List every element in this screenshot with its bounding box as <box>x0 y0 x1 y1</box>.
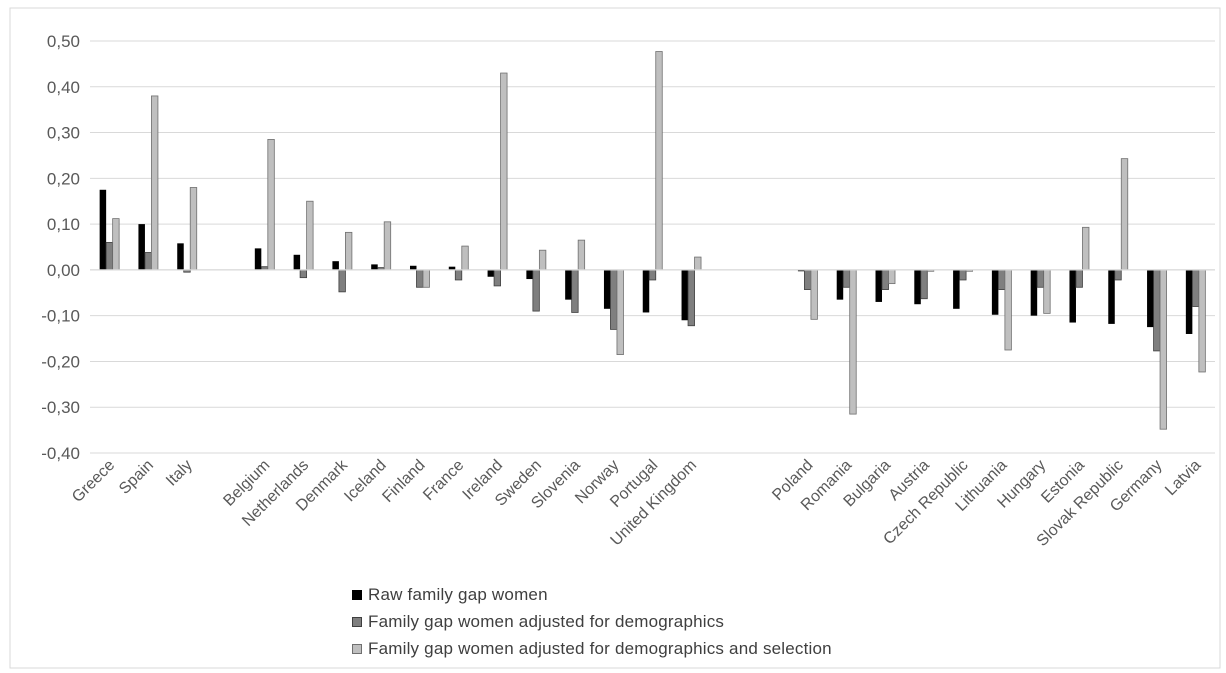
y-tick-label: -0,10 <box>41 307 80 326</box>
bar-demographics-spain <box>144 252 152 271</box>
bar-selection-denmark <box>345 231 353 271</box>
legend-label-raw: Raw family gap women <box>368 584 548 604</box>
bar-raw-slovak-republic <box>1108 269 1115 324</box>
y-axis-tick-labels: -0,40 -0,30 -0,20 -0,10 0,00 0,10 0,20 0,30 0,40… <box>41 32 80 463</box>
legend-label-demographics: Family gap women adjusted for demographi… <box>368 611 725 631</box>
bar-demographics-romania <box>842 269 851 288</box>
bar-demographics-poland <box>804 269 812 290</box>
bar-selection-latvia <box>1198 269 1206 373</box>
bar-demographics-lithuania <box>997 269 1006 290</box>
bar-selection-sweden <box>538 249 547 271</box>
bar-raw-austria <box>914 269 921 305</box>
bar-selection-estonia <box>1082 226 1090 271</box>
bar-raw-iceland <box>371 264 378 270</box>
bar-demographics-ireland <box>493 269 501 287</box>
bar-demographics-norway <box>610 269 618 330</box>
bar-selection-belgium <box>267 139 275 271</box>
bar-demographics-slovenia <box>571 269 579 313</box>
bar-demographics-austria <box>920 269 928 300</box>
bar-raw-finland <box>409 265 417 270</box>
legend-label-selection: Family gap women adjusted for demographi… <box>368 638 832 658</box>
bar-raw-czech-republic <box>953 269 960 309</box>
bar-selection-portugal <box>655 51 663 271</box>
bar-raw-hungary <box>1030 269 1038 316</box>
legend-item-demographics: Family gap women adjusted for demographi… <box>352 608 832 635</box>
bar-raw-belgium <box>254 248 262 270</box>
bar-raw-slovenia <box>565 269 572 300</box>
bar-selection-netherlands <box>306 200 314 271</box>
bar-raw-germany <box>1147 269 1154 328</box>
bar-demographics-greece <box>105 242 114 271</box>
legend-swatch-selection <box>352 643 362 654</box>
bar-demographics-czech-republic <box>959 269 967 281</box>
bar-selection-germany <box>1159 269 1167 430</box>
bar-raw-bulgaria <box>875 269 883 302</box>
bar-selection-italy <box>189 187 198 271</box>
bar-raw-poland <box>797 269 805 272</box>
bar-demographics-slovak-republic <box>1114 269 1122 281</box>
bar-demographics-latvia <box>1191 269 1200 307</box>
bar-raw-greece <box>99 189 107 270</box>
legend-swatch-demographics <box>352 616 362 627</box>
y-tick-label: -0,20 <box>41 352 80 371</box>
y-tick-label: 0,50 <box>47 32 80 51</box>
bar-demographics-denmark <box>338 269 346 293</box>
bar-selection-norway <box>616 269 624 355</box>
bar-selection-poland <box>810 269 818 320</box>
bar-demographics-netherlands <box>299 269 308 279</box>
legend-item-raw: Raw family gap women <box>352 581 832 608</box>
legend-swatch-raw <box>352 589 362 600</box>
bar-selection-slovak-republic <box>1120 158 1129 271</box>
y-tick-label: 0,10 <box>47 215 80 234</box>
bar-demographics-hungary <box>1036 269 1045 288</box>
legend: Raw family gap women Family gap women ad… <box>352 581 832 662</box>
bar-selection-united-kingdom <box>694 256 702 271</box>
bar-raw-portugal <box>642 269 650 313</box>
bar-raw-lithuania <box>991 269 999 315</box>
bar-demographics-finland <box>416 269 424 288</box>
bar-raw-norway <box>603 269 611 309</box>
bar-raw-italy <box>177 243 184 270</box>
bar-demographics-estonia <box>1075 269 1083 288</box>
bar-selection-lithuania <box>1004 269 1012 351</box>
y-tick-label: 0,20 <box>47 169 80 188</box>
bar-demographics-germany <box>1153 269 1161 352</box>
legend-item-selection: Family gap women adjusted for demographi… <box>352 635 832 662</box>
bar-raw-romania <box>836 269 844 300</box>
bar-selection-iceland <box>383 221 392 271</box>
y-tick-label: 0,30 <box>47 124 80 143</box>
y-tick-label: 0,00 <box>47 261 80 280</box>
bar-selection-hungary <box>1043 269 1051 314</box>
bar-demographics-france <box>454 269 463 281</box>
y-tick-label: -0,30 <box>41 398 80 417</box>
bar-selection-ireland <box>500 72 508 271</box>
bar-selection-france <box>461 245 469 271</box>
bar-selection-bulgaria <box>888 269 896 285</box>
bar-demographics-bulgaria <box>881 269 889 290</box>
bar-raw-denmark <box>332 261 339 270</box>
bar-demographics-portugal <box>648 269 657 281</box>
bar-selection-spain <box>151 95 159 271</box>
y-tick-label: 0,40 <box>47 78 80 97</box>
bar-demographics-united-kingdom <box>687 269 695 327</box>
bar-selection-greece <box>112 218 120 271</box>
bar-raw-france <box>448 266 456 270</box>
bar-raw-estonia <box>1069 269 1076 323</box>
bar-raw-united-kingdom <box>681 269 689 321</box>
bar-demographics-sweden <box>532 269 540 312</box>
y-tick-label: -0,40 <box>41 444 80 463</box>
bar-raw-ireland <box>487 269 495 277</box>
bar-selection-finland <box>422 269 430 288</box>
bar-selection-romania <box>849 269 857 415</box>
bar-raw-sweden <box>526 269 533 280</box>
bar-raw-latvia <box>1185 269 1193 334</box>
bar-raw-netherlands <box>293 254 301 270</box>
bars <box>99 51 1206 430</box>
bar-raw-spain <box>138 224 145 270</box>
bar-selection-slovenia <box>577 239 586 271</box>
